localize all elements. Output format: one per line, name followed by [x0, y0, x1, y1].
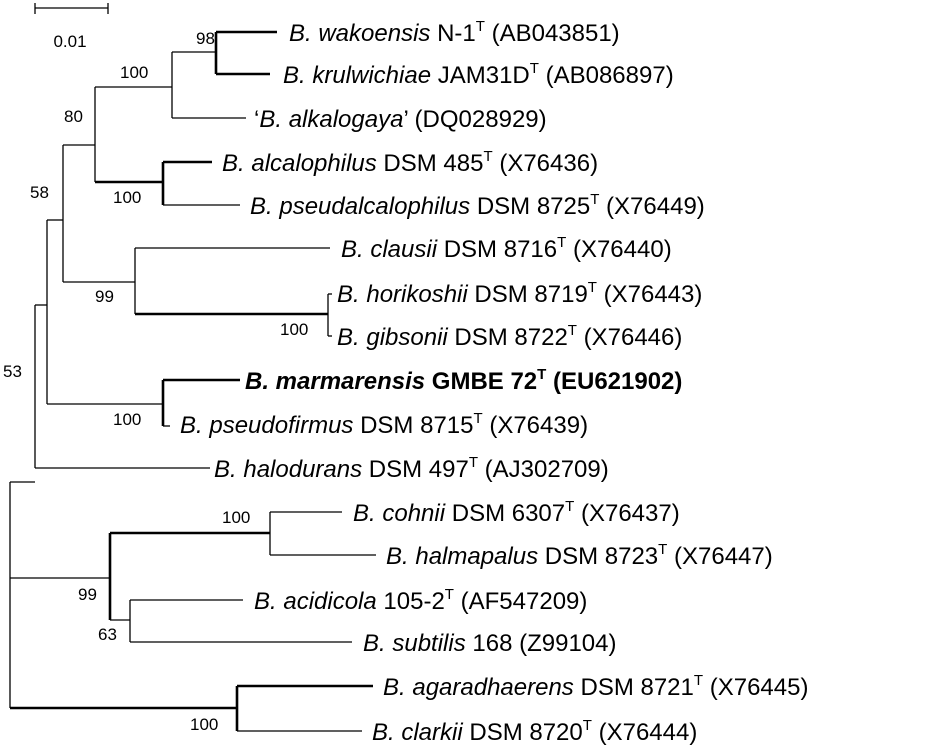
scale-bar: 0.01: [34, 3, 109, 51]
bootstrap-value: 100: [280, 320, 308, 339]
taxon-label: B. cohnii DSM 6307T (X76437): [353, 498, 680, 527]
taxon-label: B. halmapalus DSM 8723T (X76447): [386, 541, 773, 570]
taxon-label: B. clarkii DSM 8720T (X76444): [372, 717, 697, 746]
taxon-label: ‘B. alkalogaya’ (DQ028929): [254, 106, 547, 133]
bootstrap-value: 100: [113, 410, 141, 429]
bootstrap-value: 80: [64, 107, 83, 126]
taxon-label: B. agaradhaerens DSM 8721T (X76445): [383, 672, 808, 701]
taxon-label: B. krulwichiae JAM31DT (AB086897): [283, 60, 674, 89]
taxon-label: B. acidicola 105-2T (AF547209): [254, 586, 587, 615]
bootstrap-value: 53: [3, 362, 22, 381]
tree-branches: [9, 30, 376, 732]
taxon-label: B. alcalophilus DSM 485T (X76436): [222, 148, 598, 177]
bootstrap-value: 98: [196, 29, 215, 48]
scale-bar-label: 0.01: [53, 32, 86, 51]
bootstrap-value: 99: [95, 287, 114, 306]
taxon-label: B. halodurans DSM 497T (AJ302709): [214, 454, 609, 483]
taxon-label: B. wakoensis N-1T (AB043851): [289, 18, 620, 47]
taxon-label: B. clausii DSM 8716T (X76440): [341, 234, 672, 263]
bootstrap-value: 58: [30, 183, 49, 202]
taxon-label: B. subtilis 168 (Z99104): [363, 630, 616, 657]
bootstrap-value: 100: [222, 508, 250, 527]
bootstrap-value: 100: [113, 188, 141, 207]
bootstrap-value: 100: [190, 715, 218, 734]
bootstrap-value: 63: [98, 625, 117, 644]
taxon-label: B. pseudofirmus DSM 8715T (X76439): [180, 410, 588, 439]
taxon-label: B. pseudalcalophilus DSM 8725T (X76449): [250, 191, 705, 220]
bootstrap-value: 100: [120, 63, 148, 82]
bootstrap-values: 98 100 80 100 58 99 100 100 53 100 99 63…: [3, 29, 308, 734]
taxon-label: B. gibsonii DSM 8722T (X76446): [337, 322, 682, 351]
taxon-labels: B. wakoensis N-1T (AB043851) B. krulwich…: [180, 18, 808, 746]
taxon-label: B. horikoshii DSM 8719T (X76443): [337, 279, 702, 308]
taxon-label-highlighted: B. marmarensis GMBE 72T (EU621902): [245, 366, 682, 395]
bootstrap-value: 99: [78, 585, 97, 604]
